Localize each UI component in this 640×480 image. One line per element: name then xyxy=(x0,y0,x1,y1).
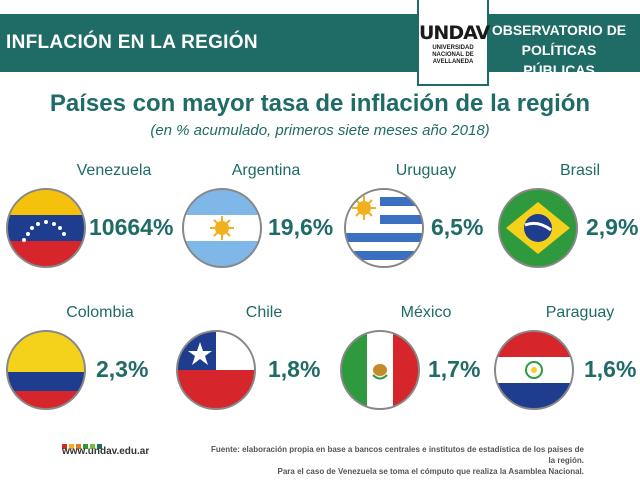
value-uruguay: 6,5% xyxy=(431,214,484,240)
brand-color-dots xyxy=(62,436,104,454)
country-name-paraguay: Paraguay xyxy=(545,304,615,321)
country-name-venezuela: Venezuela xyxy=(76,162,152,179)
dot-icon xyxy=(76,444,81,449)
country-name-colombia: Colombia xyxy=(66,304,134,321)
source-note: Fuente: elaboración propia en base a ban… xyxy=(204,444,584,477)
value-chile: 1,8% xyxy=(268,356,321,382)
undav-logo: UNDAV UNIVERSIDAD NACIONAL DE AVELLANEDA xyxy=(417,0,490,86)
argentina-flag-icon xyxy=(182,188,262,268)
dot-icon xyxy=(62,444,67,449)
value-venezuela: 10664% xyxy=(89,214,174,240)
logo-sub-line3: AVELLANEDA xyxy=(432,59,474,65)
dot-icon xyxy=(90,444,95,449)
brasil-flag-icon xyxy=(498,188,578,268)
footer-url-link[interactable]: www.undav.edu.ar xyxy=(62,446,150,457)
dot-icon xyxy=(83,444,88,449)
country-name-brasil: Brasil xyxy=(559,162,600,179)
header-right-title: OBSERVATORIO DE POLÍTICAS PÚBLICAS xyxy=(484,20,634,80)
header-left-title: INFLACIÓN EN LA REGIÓN xyxy=(6,32,258,53)
uruguay-flag-icon xyxy=(344,188,424,268)
logo-text: UNDAV xyxy=(419,22,490,44)
logo-subtext: UNIVERSIDAD NACIONAL DE AVELLANEDA xyxy=(419,45,487,66)
country-name-uruguay: Uruguay xyxy=(395,162,457,179)
logo-sub-line1: UNIVERSIDAD xyxy=(432,45,474,51)
colombia-flag-icon xyxy=(6,330,86,410)
paraguay-flag-icon xyxy=(494,330,574,410)
value-mexico: 1,7% xyxy=(428,356,481,382)
header-band: INFLACIÓN EN LA REGIÓN OBSERVATORIO DE P… xyxy=(0,14,640,78)
header-right-line2: POLÍTICAS PÚBLICAS xyxy=(521,42,597,78)
country-name-argentina: Argentina xyxy=(231,162,301,179)
chile-flag-icon xyxy=(176,330,256,410)
source-line1: Fuente: elaboración propia en base a ban… xyxy=(210,445,584,465)
page-title: Países con mayor tasa de inflación de la… xyxy=(49,90,591,117)
venezuela-flag-icon xyxy=(6,188,86,268)
mexico-flag-icon xyxy=(340,330,420,410)
value-argentina: 19,6% xyxy=(268,214,334,240)
logo-sub-line2: NACIONAL DE xyxy=(432,52,474,58)
dot-icon xyxy=(69,444,74,449)
dot-icon xyxy=(97,444,102,449)
page-subtitle: (en % acumulado, primeros siete meses añ… xyxy=(150,122,490,139)
value-colombia: 2,3% xyxy=(96,356,149,382)
value-brasil: 2,9% xyxy=(586,214,639,240)
country-name-chile: Chile xyxy=(245,304,283,321)
value-paraguay: 1,6% xyxy=(584,356,637,382)
country-name-mexico: México xyxy=(400,304,452,321)
source-line2: Para el caso de Venezuela se toma el cóm… xyxy=(277,467,585,476)
header-right-line1: OBSERVATORIO DE xyxy=(491,22,627,38)
